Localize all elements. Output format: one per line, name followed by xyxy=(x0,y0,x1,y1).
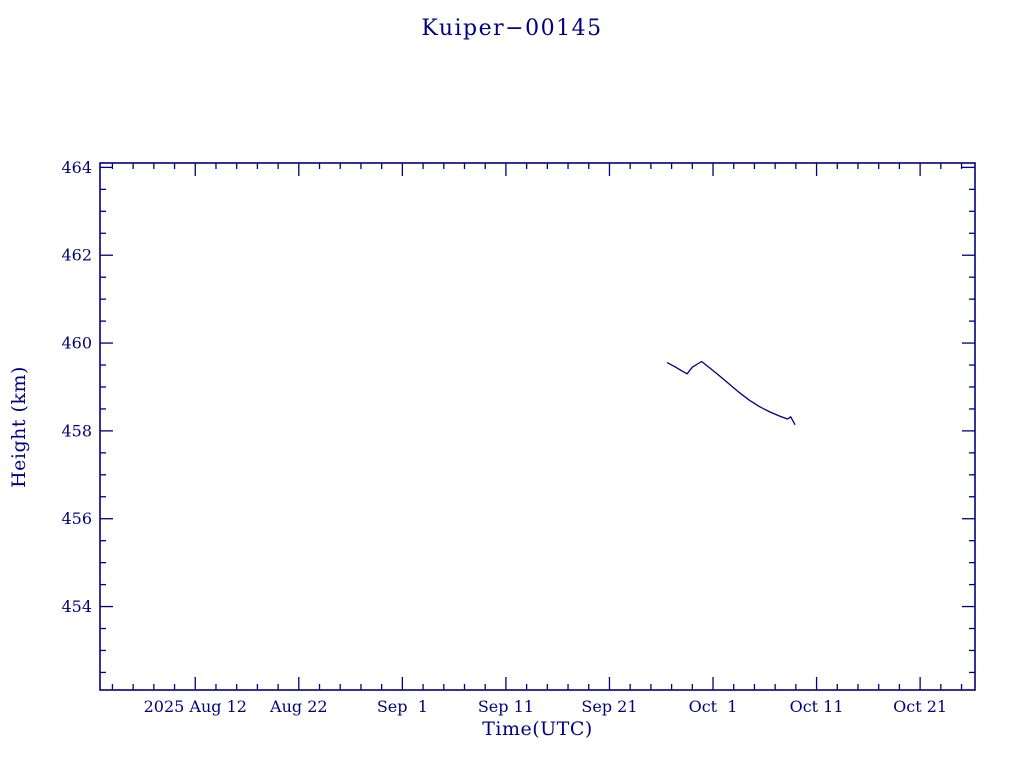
data-line xyxy=(666,360,796,425)
plot-frame xyxy=(99,162,976,691)
x-axis-label: Time(UTC) xyxy=(482,718,593,740)
y-tick-label: 464 xyxy=(61,158,92,177)
y-tick-label: 458 xyxy=(61,421,92,440)
x-tick-label: Sep 21 xyxy=(581,697,637,716)
x-tick-label: Sep 1 xyxy=(377,697,428,716)
y-tick-label: 456 xyxy=(61,509,92,528)
x-tick-label: Oct 21 xyxy=(893,697,947,716)
chart-title: Kuiper−00145 xyxy=(421,16,603,41)
x-tick-label: Aug 22 xyxy=(269,697,328,716)
x-tick-label: Sep 11 xyxy=(478,697,534,716)
y-tick-label: 460 xyxy=(61,334,92,353)
x-tick-label: Oct 1 xyxy=(689,697,738,716)
x-tick-label: 2025 Aug 12 xyxy=(144,697,247,716)
y-tick-label: 454 xyxy=(61,597,92,616)
x-tick-label: Oct 11 xyxy=(790,697,844,716)
y-tick-label: 462 xyxy=(61,246,92,265)
y-axis-label: Height (km) xyxy=(8,366,30,488)
